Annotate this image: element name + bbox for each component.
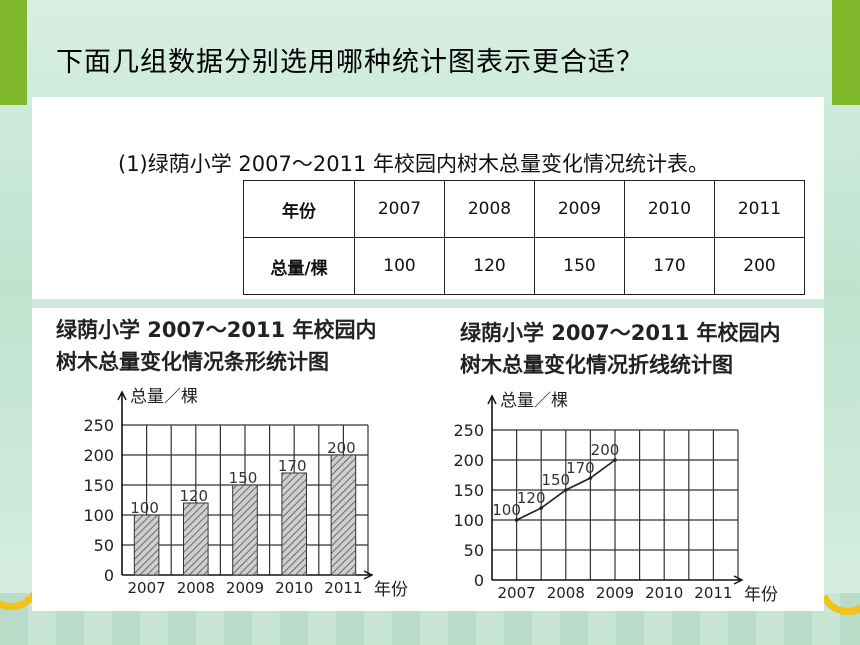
bar-chart-title-line1: 绿荫小学 2007～2011 年校园内 [56,318,377,342]
y-tick-label: 50 [94,536,114,555]
y-axis-arrow [117,390,127,401]
bar [330,454,357,576]
line-chart-title: 绿荫小学 2007～2011 年校园内 树木总量变化情况折线统计图 [460,317,781,381]
left-accent-bar [0,0,27,105]
y-tick-label: 150 [453,481,484,500]
bar [281,472,307,576]
x-axis-label: 年份 [374,580,408,600]
data-point [613,458,617,462]
table-row: 总量/棵 100 120 150 170 200 [243,237,805,295]
row-header-total: 总量/棵 [243,237,355,295]
y-tick-label: 0 [474,571,484,590]
y-tick-label: 150 [83,476,114,495]
x-tick-label: 2007 [128,579,166,597]
x-tick-label: 2011 [694,584,732,602]
data-label: 120 [179,487,208,505]
table-cell: 2010 [624,180,715,238]
y-tick-label: 100 [83,506,114,525]
bar [133,514,160,576]
x-axis-arrow [363,570,374,580]
y-tick-label: 250 [453,421,484,440]
x-tick-label: 2010 [275,579,313,597]
bar-chart-title-line2: 树木总量变化情况条形统计图 [56,350,329,374]
x-tick-label: 2011 [324,579,362,597]
data-label: 100 [492,501,521,519]
table-cell: 150 [534,237,625,295]
y-tick-label: 200 [83,446,114,465]
data-label: 150 [229,469,258,487]
bar [183,502,209,576]
data-point [539,506,543,510]
slide-heading: 下面几组数据分别选用哪种统计图表示更合适？ [56,47,644,78]
line-chart-title-line1: 绿荫小学 2007～2011 年校园内 [460,321,781,345]
data-label: 200 [327,439,356,457]
statistics-table: 年份 2007 2008 2009 2010 2011 总量/棵 100 120… [243,180,805,295]
table-row: 年份 2007 2008 2009 2010 2011 [243,180,805,238]
table-cell: 100 [354,237,445,295]
bar [232,484,258,576]
data-label: 170 [278,457,307,475]
table-cell: 2011 [714,180,805,238]
data-point [588,476,593,480]
y-tick-label: 100 [453,511,484,530]
y-axis-label: 总量／棵 [500,391,568,411]
table-cell: 2008 [444,180,535,238]
table-cell: 2009 [534,180,625,238]
y-tick-label: 50 [464,541,484,560]
data-point [564,488,568,492]
data-label: 200 [591,441,620,459]
table-title: (1)绿荫小学 2007～2011 年校园内树木总量变化情况统计表。 [118,152,709,176]
data-label: 150 [541,471,570,489]
row-header-year: 年份 [243,180,355,238]
table-cell: 170 [624,237,715,295]
x-axis-label: 年份 [744,585,778,605]
bar-chart-title: 绿荫小学 2007～2011 年校园内 树木总量变化情况条形统计图 [56,314,377,378]
table-cell: 2007 [354,180,445,238]
x-tick-label: 2008 [177,579,215,597]
table-cell: 200 [714,237,805,295]
y-axis-label: 总量／棵 [130,387,198,407]
y-tick-label: 200 [453,451,484,470]
data-point [514,518,519,522]
y-tick-label: 250 [83,416,114,435]
y-tick-label: 0 [104,566,114,585]
x-tick-label: 2008 [547,584,585,602]
table-cell: 120 [444,237,535,295]
panel-divider [32,299,824,308]
data-label: 120 [517,489,546,507]
data-label: 100 [130,499,159,517]
line-chart-title-line2: 树木总量变化情况折线统计图 [460,353,733,377]
y-axis-arrow [487,394,497,405]
x-tick-label: 2007 [498,584,536,602]
x-axis-arrow [733,575,744,585]
x-tick-label: 2010 [645,584,683,602]
x-tick-label: 2009 [226,579,264,597]
right-accent-bar [832,0,860,105]
x-tick-label: 2009 [596,584,634,602]
data-label: 170 [566,459,595,477]
